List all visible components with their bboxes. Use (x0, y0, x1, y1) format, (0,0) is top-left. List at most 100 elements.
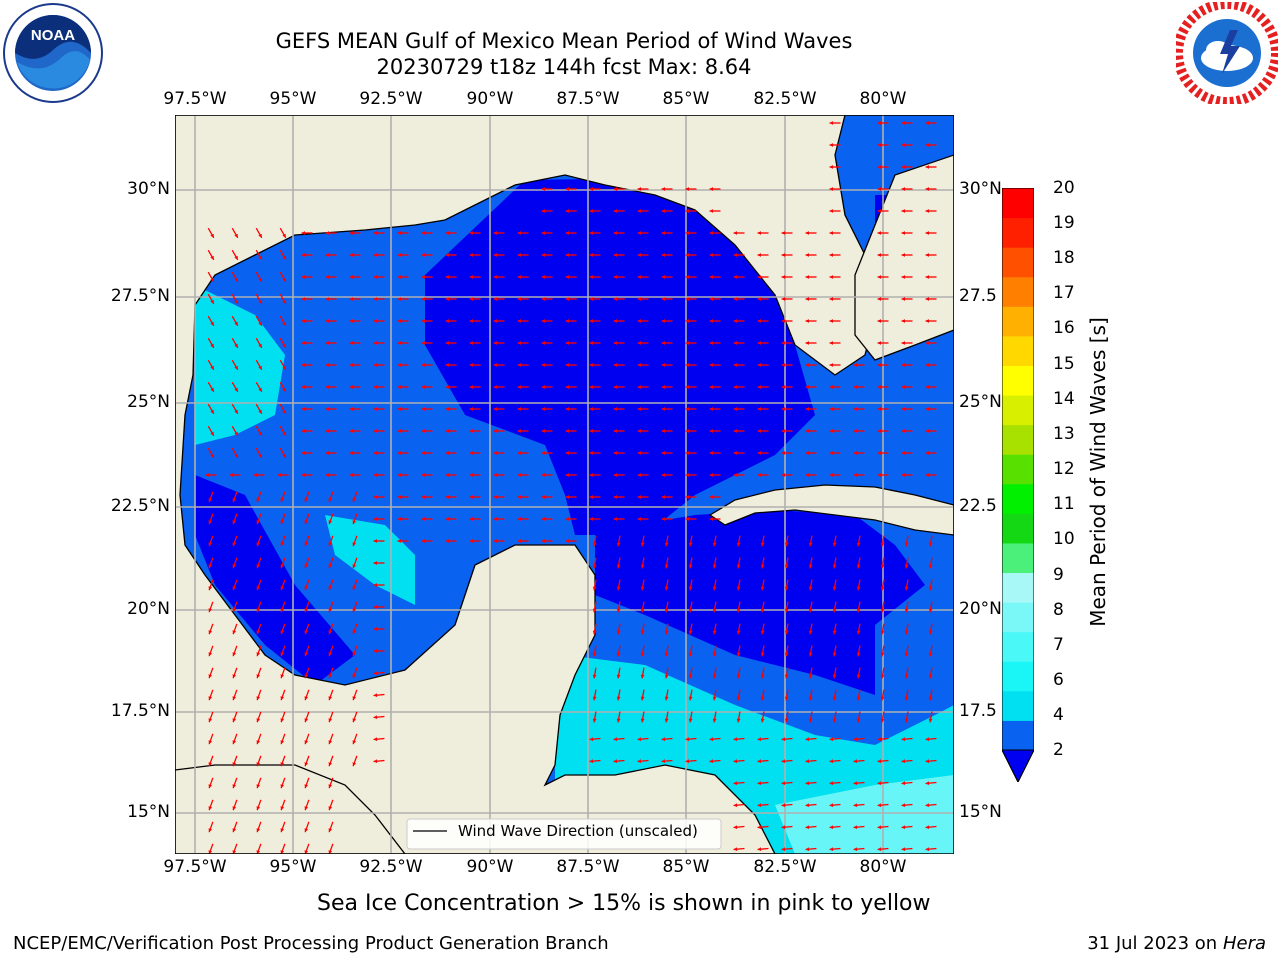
footer-machine: Hera (1222, 933, 1266, 954)
wind-wave-arrowhead (613, 517, 618, 521)
wind-wave-arrowhead (637, 759, 642, 764)
wind-wave-arrowhead (925, 385, 930, 389)
colorbar-segment (1002, 661, 1034, 692)
wind-wave-arrowhead (808, 586, 813, 591)
wind-wave-arrowhead (637, 429, 642, 433)
wind-wave-arrowhead (616, 696, 621, 701)
wind-wave-arrowhead (517, 363, 522, 367)
wind-wave-arrowhead (280, 740, 285, 745)
wind-wave-arrowhead (856, 696, 861, 701)
wind-wave-arrowhead (304, 762, 309, 767)
wind-wave-arrowhead (328, 740, 333, 745)
wind-wave-arrowhead (373, 517, 378, 521)
wind-wave-arrowhead (904, 630, 909, 635)
wind-wave-arrowhead (232, 784, 237, 789)
wind-wave-arrowhead (541, 473, 546, 477)
wind-wave-arrowhead (349, 385, 354, 389)
wind-wave-arrowhead (736, 652, 741, 657)
lon-label-bottom: 80°W (859, 857, 907, 877)
wind-wave-arrowhead (640, 564, 645, 569)
wind-wave-arrowhead (637, 363, 642, 367)
wind-wave-arrowhead (781, 737, 786, 742)
wind-wave-arrowhead (541, 231, 546, 235)
wind-wave-arrowhead (901, 209, 906, 213)
lat-label-right: 30°N (959, 179, 1002, 199)
wind-wave-arrowhead (685, 297, 690, 301)
wind-wave-arrowhead (397, 407, 402, 411)
wind-wave-arrowhead (613, 385, 618, 389)
wind-wave-arrowhead (493, 407, 498, 411)
wind-wave-arrowhead (282, 343, 286, 348)
wind-wave-arrowhead (760, 564, 765, 569)
lat-label-left: 15°N (127, 802, 170, 822)
wind-wave-arrowhead (517, 473, 522, 477)
wind-wave-arrowhead (784, 564, 789, 569)
wind-wave-arrowhead (349, 363, 354, 367)
footer-branch: NCEP/EMC/Verification Post Processing Pr… (13, 933, 609, 954)
wind-wave-arrowhead (877, 803, 882, 808)
wind-wave-arrowhead (373, 275, 378, 279)
wind-wave-arrowhead (853, 473, 858, 477)
wind-wave-arrowhead (234, 299, 238, 304)
wind-wave-arrowhead (829, 231, 834, 235)
wind-wave-arrowhead (805, 385, 810, 389)
wind-wave-arrowhead (781, 825, 786, 830)
wind-wave-arrowhead (256, 850, 261, 854)
wind-wave-arrowhead (234, 233, 238, 238)
wind-wave-arrowhead (541, 451, 546, 455)
wind-wave-arrowhead (709, 385, 714, 389)
wind-wave-arrowhead (928, 696, 933, 701)
wind-wave-arrowhead (880, 630, 885, 635)
wind-wave-arrowhead (685, 231, 690, 235)
noaa-logo: NOAA (2, 2, 104, 104)
wind-wave-arrowhead (781, 429, 786, 433)
wind-wave-arrowhead (685, 385, 690, 389)
wind-wave-arrowhead (901, 187, 906, 191)
wind-wave-arrowhead (685, 737, 690, 742)
wind-wave-arrowhead (925, 275, 930, 279)
wind-wave-arrowhead (210, 277, 214, 282)
wind-wave-arrowhead (877, 781, 882, 786)
wind-wave-arrowhead (301, 275, 306, 279)
lon-label-bottom: 90°W (466, 857, 514, 877)
wind-wave-arrowhead (258, 233, 262, 238)
wind-wave-arrowhead (661, 737, 666, 742)
wind-wave-arrowhead (301, 297, 306, 301)
colorbar-segment (1002, 454, 1034, 485)
wind-wave-arrowhead (829, 209, 834, 213)
wind-wave-arrowhead (282, 365, 286, 370)
wind-wave-arrowhead (616, 542, 621, 547)
wind-wave-arrowhead (640, 718, 645, 723)
wind-wave-arrowhead (421, 253, 426, 257)
wind-wave-arrowhead (877, 275, 882, 279)
wind-wave-arrowhead (397, 319, 402, 323)
wind-wave-arrowhead (736, 608, 741, 613)
wind-wave-arrowhead (784, 586, 789, 591)
colorbar-tick: 18 (1053, 248, 1075, 268)
wind-wave-arrowhead (661, 385, 666, 389)
wind-wave-arrowhead (661, 429, 666, 433)
wind-wave-arrowhead (445, 341, 450, 345)
wind-wave-arrowhead (664, 652, 669, 657)
wind-wave-arrowhead (733, 253, 738, 257)
colorbar-segment (1002, 247, 1034, 278)
wind-wave-arrowhead (709, 341, 714, 345)
wind-wave-arrowhead (445, 231, 450, 235)
wind-wave-arrowhead (589, 407, 594, 411)
wind-wave-arrowhead (256, 828, 261, 833)
wind-wave-arrowhead (258, 431, 262, 436)
wind-wave-arrowhead (709, 319, 714, 323)
wind-wave-arrowhead (829, 407, 834, 411)
wind-wave-arrowhead (565, 297, 570, 301)
wind-wave-arrowhead (232, 542, 237, 547)
wind-wave-arrowhead (256, 806, 261, 811)
wind-wave-arrowhead (928, 564, 933, 569)
colorbar-tick: 10 (1053, 529, 1075, 549)
wind-wave-arrowhead (280, 608, 285, 613)
wind-wave-arrowhead (901, 121, 906, 125)
wind-wave-arrowhead (637, 517, 642, 521)
wind-wave-arrowhead (253, 473, 258, 477)
wind-wave-arrowhead (832, 652, 837, 657)
wind-wave-arrowhead (901, 363, 906, 367)
wind-wave-arrowhead (328, 586, 333, 591)
